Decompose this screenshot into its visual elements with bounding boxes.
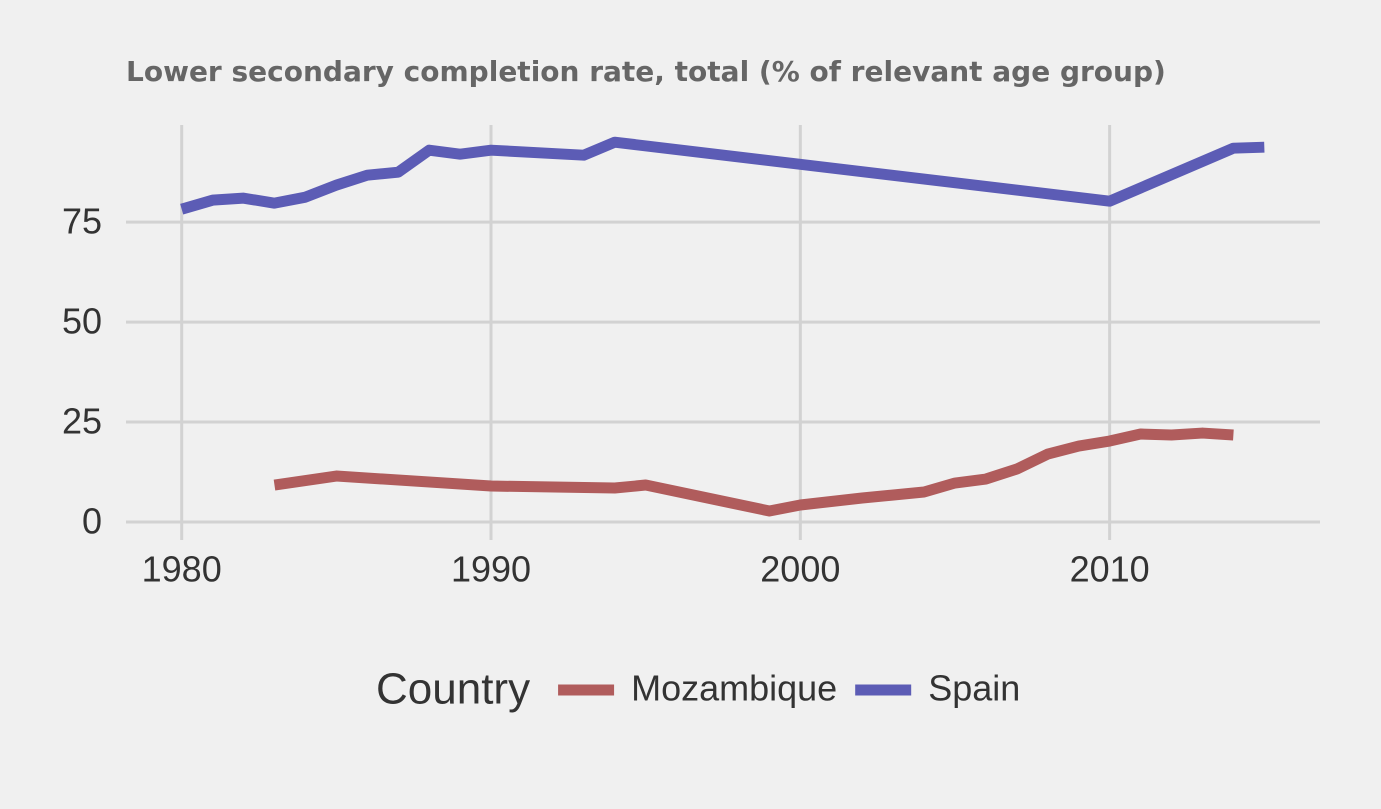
x-tick-label: 1980 <box>142 549 222 590</box>
legend-label: Spain <box>928 668 1020 709</box>
y-tick-label: 75 <box>62 201 102 242</box>
y-tick-label: 25 <box>62 401 102 442</box>
y-tick-label: 0 <box>82 501 102 542</box>
chart-title: Lower secondary completion rate, total (… <box>126 55 1166 88</box>
legend-title: Country <box>376 665 530 714</box>
x-tick-label: 1990 <box>451 549 531 590</box>
x-tick-label: 2010 <box>1070 549 1150 590</box>
line <box>273 427 1234 517</box>
line <box>180 136 1265 215</box>
legend-label: Mozambique <box>631 668 837 709</box>
y-tick-label: 50 <box>62 301 102 342</box>
x-tick-label: 2000 <box>760 549 840 590</box>
